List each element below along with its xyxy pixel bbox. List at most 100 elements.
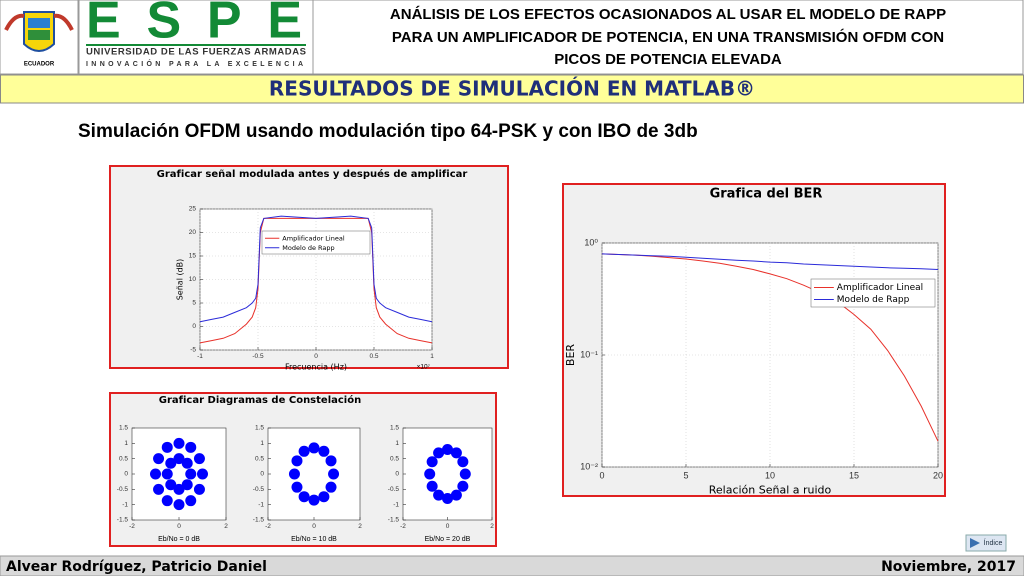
y-tick-label: 0: [124, 471, 128, 478]
point: [424, 468, 436, 480]
point: [450, 489, 462, 501]
point: [181, 479, 193, 491]
x-label: Eb/No = 0 dB: [158, 536, 200, 543]
index-label[interactable]: Índice: [984, 538, 1003, 547]
point: [318, 491, 330, 503]
index-button[interactable]: [965, 534, 1007, 552]
legend-box: [261, 230, 371, 255]
y-tick-label: 10⁻²: [580, 461, 598, 471]
chart-title: Grafica del BER: [710, 187, 823, 202]
footer-date: Noviembre, 2017: [881, 559, 1016, 575]
y-tick-label: -1.5: [117, 517, 129, 524]
emblem-flags: [4, 13, 74, 31]
y-tick-label: 10⁻¹: [580, 349, 598, 359]
index-arrow: [970, 538, 980, 548]
point: [185, 495, 197, 507]
point: [457, 480, 469, 492]
point: [173, 499, 185, 511]
y-tick-label: 20: [189, 229, 197, 236]
x-tick-label: 0.5: [369, 353, 378, 360]
x-label: Frecuencia (Hz): [285, 362, 347, 371]
university: UNIVERSIDAD DE LAS FUERZAS ARMADAS: [86, 47, 306, 58]
emblem-text: ECUADOR: [24, 62, 55, 68]
title-line: PICOS DE POTENCIA ELEVADA: [554, 51, 782, 68]
y-tick-label: 1: [395, 440, 399, 447]
point: [161, 441, 173, 453]
x-tick-label: 2: [490, 523, 494, 530]
point: [165, 479, 177, 491]
point: [153, 453, 165, 465]
x-tick-label: 0: [314, 353, 318, 360]
point: [193, 483, 205, 495]
y-tick-label: 0.5: [119, 455, 128, 462]
y-tick-label: -1: [393, 501, 399, 508]
x-tick-label: -1: [197, 353, 203, 360]
title-box: [312, 0, 1024, 75]
subtitle: Simulación OFDM usando modulación tipo 6…: [78, 121, 698, 142]
point: [442, 493, 453, 505]
section-title: RESULTADOS DE SIMULACIÓN EN MATLAB®: [269, 77, 755, 101]
x-tick-label: 0: [599, 470, 604, 480]
point: [433, 447, 445, 459]
point: [161, 468, 173, 480]
legend-label: Amplificador Lineal: [282, 234, 345, 242]
y-tick-label: 15: [189, 253, 197, 260]
y-tick-label: 1.5: [390, 425, 399, 432]
point: [426, 456, 438, 468]
x-tick-label: 1: [430, 353, 434, 360]
point: [193, 453, 205, 465]
point: [165, 457, 177, 469]
y-tick-label: 0: [260, 471, 264, 478]
emblem-sky: [28, 18, 50, 28]
y-tick-label: 0.5: [390, 455, 399, 462]
y-tick-label: -0.5: [253, 486, 265, 493]
point: [173, 437, 185, 449]
chart-title: Graficar señal modulada antes y después …: [157, 168, 468, 180]
y-label: Señal (dB): [176, 259, 185, 301]
point: [308, 442, 320, 454]
title-line: ANÁLISIS DE LOS EFECTOS OCASIONADOS AL U…: [390, 6, 946, 23]
x-tick-label: -2: [129, 523, 135, 530]
point: [185, 468, 197, 480]
x-tick-label: 0: [312, 523, 316, 530]
y-tick-label: 5: [192, 300, 196, 307]
series-line: [601, 253, 939, 270]
x-tick-label: 2: [224, 523, 228, 530]
x-label: Eb/No = 10 dB: [291, 536, 337, 543]
point: [433, 489, 445, 501]
y-tick-label: -0.5: [388, 486, 400, 493]
x-tick-label: 5: [683, 470, 688, 480]
x-label: Relación Señal a ruido: [709, 483, 832, 496]
point: [288, 468, 300, 480]
x-tick-label: -2: [265, 523, 271, 530]
point: [173, 453, 185, 465]
point: [150, 468, 161, 480]
y-tick-label: -5: [190, 347, 196, 354]
x-tick-label: 2: [358, 523, 362, 530]
y-tick-label: 10⁰: [584, 237, 598, 247]
x-tick-label: -0.5: [252, 353, 264, 360]
x-tick-label: -2: [400, 523, 406, 530]
y-tick-label: 0.5: [255, 455, 264, 462]
x-tick-label: 0: [177, 523, 181, 530]
y-tick-label: 1: [124, 440, 128, 447]
point: [291, 481, 303, 493]
title-line: PARA UN AMPLIFICADOR DE POTENCIA, EN UNA…: [392, 28, 944, 46]
y-tick-label: 0: [192, 323, 196, 330]
footer-author: Alvear Rodríguez, Patricio Daniel: [6, 559, 267, 575]
legend-label: Modelo de Rapp: [282, 244, 334, 252]
chart-title: Graficar Diagramas de Constelación: [159, 394, 361, 406]
point: [298, 491, 310, 503]
point: [459, 468, 471, 480]
footer-bar: [0, 555, 1024, 576]
point: [450, 447, 462, 459]
plot-area: [402, 427, 493, 521]
y-tick-label: 0: [395, 471, 399, 478]
y-tick-label: -0.5: [117, 486, 129, 493]
y-tick-label: 10: [189, 276, 197, 283]
x-tick-label: 10: [765, 470, 775, 480]
series-line: [199, 215, 433, 323]
point: [426, 480, 438, 492]
point: [325, 481, 337, 493]
y-tick-label: 25: [189, 206, 197, 213]
